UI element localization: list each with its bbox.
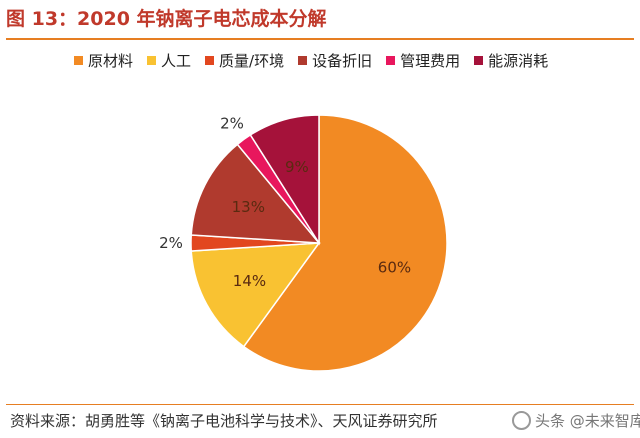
- watermark-text: 头条 @未来智库: [535, 412, 640, 430]
- chart-legend: 原材料 人工 质量/环境 设备折旧 管理费用 能源消耗: [74, 50, 548, 71]
- legend-item: 能源消耗: [474, 50, 548, 71]
- legend-item: 设备折旧: [298, 50, 372, 71]
- legend-swatch: [74, 56, 83, 65]
- pie-slice: [242, 114, 448, 372]
- legend-swatch: [147, 56, 157, 65]
- legend-label: 人工: [161, 52, 192, 70]
- source-note: 资料来源：胡勇胜等《钠离子电池科学与技术》、天风证券研究所: [10, 412, 438, 430]
- slice-data-label: 14%: [233, 272, 266, 290]
- legend-swatch: [205, 56, 215, 65]
- watermark-logo-icon: [512, 411, 531, 430]
- legend-label: 原材料: [88, 52, 134, 70]
- watermark: 头条 @未来智库: [512, 410, 640, 431]
- legend-label: 能源消耗: [488, 52, 549, 70]
- legend-label: 管理费用: [400, 52, 461, 70]
- legend-item: 管理费用: [386, 50, 460, 71]
- legend-item: 人工: [147, 50, 191, 71]
- legend-item: 原材料: [74, 50, 133, 71]
- pie-slice: [249, 114, 320, 246]
- figure-title: 图 13：2020 年钠离子电芯成本分解: [6, 8, 327, 30]
- legend-swatch: [474, 56, 484, 65]
- legend-item: 质量/环境: [205, 50, 284, 71]
- slice-data-label: 9%: [285, 158, 309, 176]
- pie-chart: 60% 14% 2% 13% 2% 9%: [159, 114, 448, 372]
- slice-data-label: 2%: [220, 114, 244, 132]
- pie-slice: [190, 242, 321, 348]
- legend-label: 质量/环境: [219, 52, 285, 70]
- slice-data-label: 13%: [232, 198, 265, 216]
- footer-divider: [6, 404, 634, 405]
- legend-swatch: [386, 56, 396, 65]
- slice-data-label: 60%: [378, 259, 411, 277]
- legend-swatch: [298, 56, 308, 65]
- legend-label: 设备折旧: [312, 52, 373, 70]
- pie-slice: [190, 143, 321, 244]
- title-divider: [6, 38, 634, 40]
- slice-data-label: 2%: [159, 234, 183, 252]
